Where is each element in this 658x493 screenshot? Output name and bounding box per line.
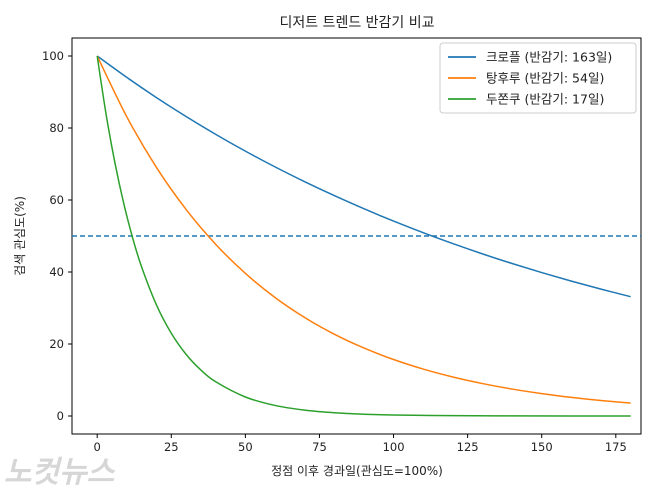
legend-label: 크로플 (반감기: 163일) xyxy=(486,50,612,65)
series-line-3 xyxy=(96,55,631,417)
x-tick-label: 175 xyxy=(605,440,627,454)
legend-label: 두쫀쿠 (반감기: 17일) xyxy=(486,92,604,107)
chart-title: 디저트 트렌드 반감기 비교 xyxy=(279,15,434,31)
y-tick-label: 40 xyxy=(49,265,64,279)
x-tick-label: 150 xyxy=(531,440,553,454)
x-tick-label: 50 xyxy=(238,440,253,454)
x-tick-label: 125 xyxy=(457,440,479,454)
y-tick-label: 20 xyxy=(49,337,64,351)
x-tick-label: 75 xyxy=(312,440,327,454)
legend xyxy=(439,42,637,114)
watermark-logo: 노컷뉴스 xyxy=(4,455,115,490)
x-tick-label: 0 xyxy=(94,440,101,454)
y-axis-label: 검색 관심도(%) xyxy=(13,196,27,276)
y-tick-label: 60 xyxy=(49,193,64,207)
y-tick-label: 80 xyxy=(49,121,64,135)
x-tick-label: 25 xyxy=(164,440,179,454)
y-tick-label: 0 xyxy=(57,409,64,423)
series-line-1 xyxy=(96,55,631,298)
series-line-2 xyxy=(96,55,631,404)
y-tick-label: 100 xyxy=(42,49,64,63)
x-tick-label: 100 xyxy=(383,440,405,454)
x-axis-label: 정점 이후 경과일(관심도=100%) xyxy=(271,464,443,478)
legend-label: 탕후루 (반감기: 54일) xyxy=(486,71,604,86)
